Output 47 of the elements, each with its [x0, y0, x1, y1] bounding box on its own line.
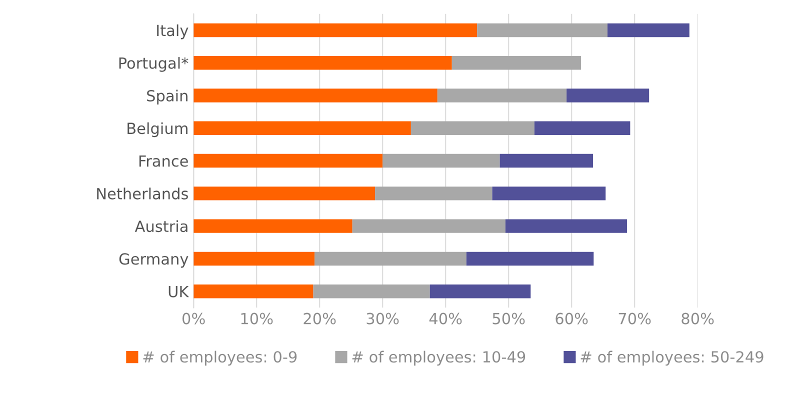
bar	[314, 252, 466, 266]
bar	[608, 23, 690, 38]
bar	[313, 284, 430, 298]
bar	[194, 23, 478, 38]
legend-label: # of employees: 10-49	[352, 350, 526, 366]
legend-label: # of employees: 50-249	[580, 350, 764, 366]
x-tick-label: 80%	[682, 312, 714, 324]
bar	[194, 252, 315, 266]
x-tick-label: 60%	[556, 312, 588, 324]
y-tick-label: Austria	[134, 220, 188, 232]
y-tick-label: Spain	[147, 90, 188, 104]
y-tick-label: Netherlands	[97, 188, 188, 200]
bar	[194, 56, 452, 70]
bar	[194, 219, 352, 233]
bar	[477, 23, 608, 38]
bar	[410, 121, 534, 135]
bar	[194, 154, 383, 168]
y-tick-label: Portugal*	[119, 57, 188, 72]
y-tick-label: UK	[168, 286, 190, 298]
y-tick-label: Belgium	[128, 122, 188, 138]
bar	[194, 284, 314, 298]
x-tick-label: 0%	[182, 312, 205, 324]
bar	[352, 219, 506, 233]
legend-label: # of employees: 0-9	[143, 350, 297, 366]
bar	[534, 121, 630, 135]
x-tick-label: 70%	[618, 312, 651, 324]
bar	[382, 154, 500, 168]
bar	[194, 186, 376, 200]
bar	[466, 252, 594, 266]
bar	[194, 88, 438, 102]
bar	[194, 121, 411, 135]
bar	[505, 219, 628, 233]
bar	[437, 88, 567, 102]
bar	[452, 56, 582, 70]
bar	[566, 88, 650, 102]
bar	[430, 284, 531, 298]
y-tick-label: Italy	[157, 24, 188, 40]
x-tick-label: 10%	[241, 312, 273, 324]
bar	[500, 154, 594, 168]
x-tick-label: 30%	[366, 312, 399, 324]
bar	[492, 186, 606, 200]
x-tick-label: 50%	[492, 312, 525, 324]
y-tick-label: France	[139, 155, 188, 167]
x-tick-label: 40%	[429, 312, 462, 324]
y-tick-label: Germany	[119, 253, 188, 268]
bar	[375, 186, 492, 200]
x-tick-label: 20%	[304, 312, 336, 324]
